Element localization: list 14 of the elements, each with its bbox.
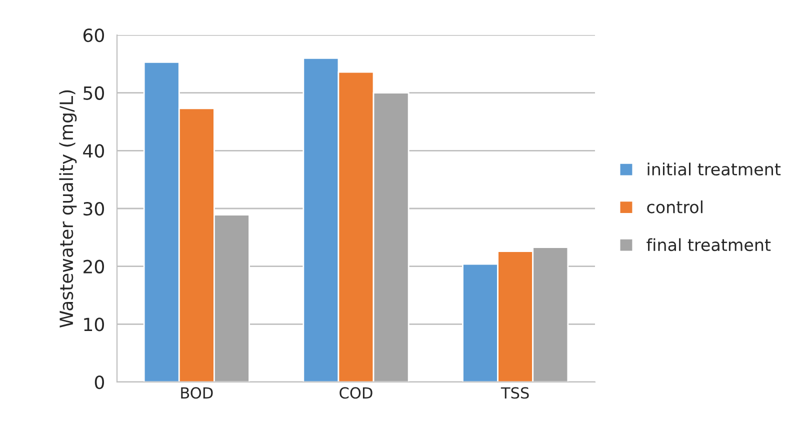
x-tick-label: BOD (181, 387, 213, 399)
legend-label: initial treatment (648, 162, 781, 176)
y-tick-label: 20 (84, 260, 104, 274)
y-tick-label: 10 (84, 318, 104, 332)
y-tick-label: 50 (84, 86, 104, 100)
y-tick-label: 60 (83, 28, 104, 42)
y-tick-label: 40 (83, 144, 104, 158)
x-tick-label: COD (340, 387, 372, 399)
legend-label: final treatment (646, 238, 771, 252)
legend-label: control (647, 200, 702, 214)
x-tick-label: TSS (500, 387, 529, 399)
y-tick-label: 30 (84, 202, 104, 216)
y-axis-title: Wastewater quality (mg/L) (59, 90, 77, 328)
y-tick-label: 0 (94, 375, 104, 390)
